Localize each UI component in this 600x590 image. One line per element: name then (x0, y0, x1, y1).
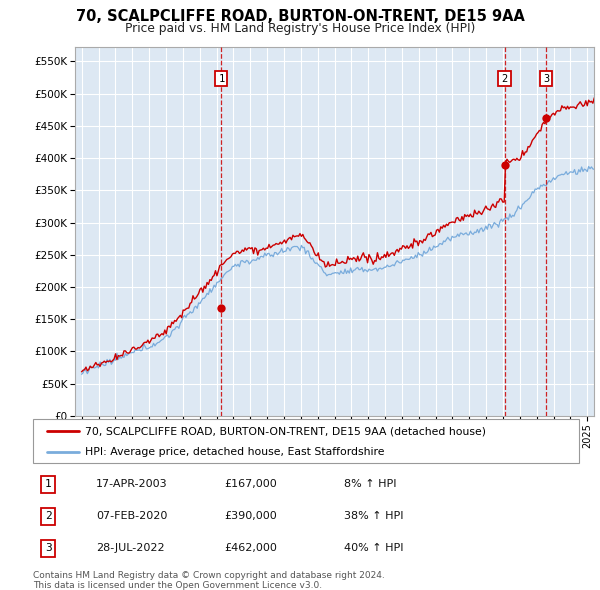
Text: £462,000: £462,000 (224, 543, 277, 553)
Text: £167,000: £167,000 (224, 479, 277, 489)
FancyBboxPatch shape (33, 419, 579, 463)
Text: Price paid vs. HM Land Registry's House Price Index (HPI): Price paid vs. HM Land Registry's House … (125, 22, 475, 35)
Text: £390,000: £390,000 (224, 512, 277, 521)
Text: 70, SCALPCLIFFE ROAD, BURTON-ON-TRENT, DE15 9AA: 70, SCALPCLIFFE ROAD, BURTON-ON-TRENT, D… (76, 9, 524, 24)
Text: 1: 1 (45, 479, 52, 489)
Text: 1: 1 (218, 74, 224, 84)
Text: 8% ↑ HPI: 8% ↑ HPI (344, 479, 397, 489)
Text: 07-FEB-2020: 07-FEB-2020 (96, 512, 167, 521)
Text: 70, SCALPCLIFFE ROAD, BURTON-ON-TRENT, DE15 9AA (detached house): 70, SCALPCLIFFE ROAD, BURTON-ON-TRENT, D… (85, 427, 486, 436)
Text: 38% ↑ HPI: 38% ↑ HPI (344, 512, 404, 521)
Text: 40% ↑ HPI: 40% ↑ HPI (344, 543, 404, 553)
Text: 3: 3 (543, 74, 550, 84)
Text: 2: 2 (45, 512, 52, 521)
Text: 17-APR-2003: 17-APR-2003 (96, 479, 167, 489)
Text: Contains HM Land Registry data © Crown copyright and database right 2024.
This d: Contains HM Land Registry data © Crown c… (33, 571, 385, 590)
Text: 3: 3 (45, 543, 52, 553)
Text: 2: 2 (502, 74, 508, 84)
Text: 28-JUL-2022: 28-JUL-2022 (96, 543, 164, 553)
Text: HPI: Average price, detached house, East Staffordshire: HPI: Average price, detached house, East… (85, 447, 385, 457)
